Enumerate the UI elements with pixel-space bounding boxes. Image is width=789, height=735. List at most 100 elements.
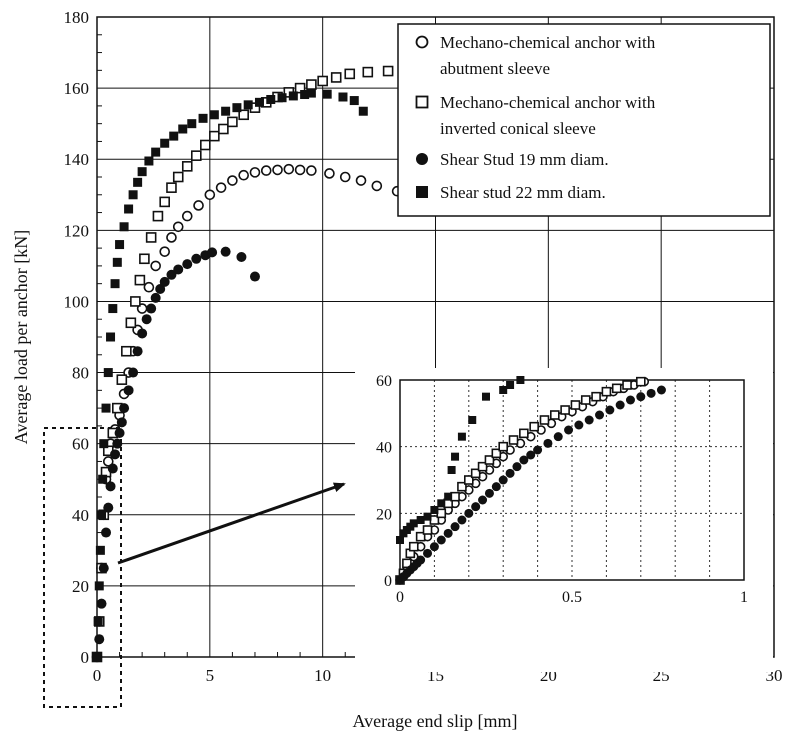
- main-series-4-point: [151, 147, 161, 157]
- inset-series-3-point: [429, 542, 439, 552]
- main-series-3-point: [166, 269, 177, 280]
- main-x-tick-label: 5: [206, 666, 215, 685]
- main-series-3-point: [107, 463, 118, 474]
- inset-series-2-point: [549, 410, 560, 420]
- inset-series-3-point: [471, 502, 481, 512]
- main-series-1-point: [204, 189, 216, 201]
- main-x-tick-label: 10: [314, 666, 331, 685]
- main-series-3-point: [96, 598, 107, 609]
- main-series-2-point: [306, 79, 317, 90]
- main-series-1-point: [306, 165, 317, 176]
- main-series-2-point: [152, 210, 164, 222]
- inset-series-3: [395, 385, 666, 585]
- legend: Mechano-chemical anchor with Mechano-che…: [397, 23, 771, 217]
- main-series-4-point: [300, 90, 310, 100]
- inset-series-4-point: [457, 432, 466, 441]
- main-series-4-point: [103, 368, 113, 378]
- main-series-4-point: [198, 113, 208, 123]
- main-series-3-point: [191, 253, 202, 264]
- main-series-1-point: [166, 232, 177, 243]
- main-series-3-point: [98, 563, 109, 574]
- main-y-tick-label: 100: [64, 292, 90, 311]
- main-series-3-point: [150, 292, 161, 303]
- main-series-3-point: [141, 314, 152, 325]
- main-series-3-point: [110, 449, 121, 460]
- main-series-4-point: [115, 240, 125, 250]
- main-series-1-point: [150, 260, 161, 272]
- inset-series-4-point: [430, 506, 439, 514]
- main-series-3-point: [94, 634, 105, 645]
- inset-series-4-point: [396, 536, 404, 544]
- inset-series-3-point: [443, 528, 453, 538]
- inset-series-4-point: [482, 392, 490, 401]
- main-series-4-point: [338, 92, 348, 102]
- y-axis-label: Average load per anchor [kN]: [11, 230, 31, 445]
- inset-series-3-point: [574, 420, 584, 430]
- inset-series-3-point: [533, 445, 543, 455]
- inset-series-3-point: [457, 515, 467, 525]
- main-series-2-point: [227, 116, 238, 128]
- main-y-tick-label: 140: [64, 150, 90, 169]
- inset-series-2-point: [519, 428, 529, 439]
- main-y-tick-label: 40: [72, 506, 89, 525]
- main-series-2-point: [139, 253, 150, 265]
- main-series-2-point: [209, 130, 220, 142]
- main-series-2-point: [200, 139, 211, 151]
- main-series-2-point: [382, 65, 394, 77]
- main-series-4-point: [243, 100, 253, 110]
- inset-ticks: 0 0.5 1 0 20 40 60: [376, 373, 748, 606]
- main-series-4-point: [92, 652, 102, 662]
- main-series-4: [92, 88, 368, 662]
- main-y-tick-label: 60: [72, 435, 89, 454]
- main-series-3-point: [103, 502, 114, 513]
- inset-series-3-point: [505, 468, 515, 478]
- main-series-4-point: [119, 222, 129, 232]
- main-y-tick-label: 0: [81, 648, 90, 667]
- main-series-3-point: [128, 367, 139, 378]
- main-series-4-point: [221, 106, 231, 116]
- main-series-1-point: [193, 200, 204, 211]
- main-series-3-point: [207, 247, 218, 258]
- main-series-4-point: [137, 167, 147, 177]
- inset-series-3-point: [491, 482, 501, 492]
- inset-series-3-point: [423, 548, 433, 558]
- inset-series-4-point: [468, 416, 477, 424]
- inset-series-4-point: [506, 381, 515, 389]
- main-series-2-point: [121, 345, 132, 357]
- main-series-2-point: [130, 296, 141, 307]
- inset-series-2-point: [498, 441, 509, 452]
- main-y-tick-label: 20: [72, 577, 89, 596]
- inset-series-2-point: [508, 435, 519, 445]
- inset-series-2-point: [635, 376, 646, 387]
- inset-series-4: [396, 376, 525, 544]
- inset-series-2-point: [622, 380, 632, 390]
- main-series-1-point: [215, 182, 227, 193]
- main-series-4-point: [349, 96, 359, 106]
- main-series-4-point: [187, 119, 197, 129]
- inset-series-4-point: [516, 376, 525, 384]
- inset-series-3-point: [564, 425, 574, 435]
- main-series-4-point: [254, 97, 264, 107]
- inset-x-tick-label: 0.5: [562, 589, 582, 606]
- main-series-4-point: [97, 510, 107, 520]
- main-series-1-point: [102, 456, 114, 467]
- main-series-2-point: [134, 274, 146, 286]
- inset-series-3-point: [636, 392, 646, 402]
- main-series-4-point: [99, 439, 109, 449]
- main-series-4-point: [306, 88, 316, 98]
- inset-y-tick-label: 60: [376, 373, 392, 390]
- main-series-4-point: [178, 124, 188, 134]
- main-series-3-point: [173, 264, 184, 275]
- inset-series-2-point: [463, 475, 474, 485]
- main-series-3: [92, 246, 260, 662]
- main-series-4-point: [95, 545, 105, 555]
- legend-box: [397, 23, 771, 217]
- inset-series-2-point: [560, 405, 570, 415]
- inset-series-3-point: [625, 395, 635, 405]
- main-series-3-point: [101, 527, 112, 538]
- legend-entry-1-line1: Mechano-chemical anchor with: [440, 33, 656, 52]
- main-series-3-point: [146, 303, 157, 314]
- inset-series-3-point: [553, 432, 563, 442]
- inset-series-2: [395, 376, 646, 585]
- inset-series-2-point: [408, 541, 419, 552]
